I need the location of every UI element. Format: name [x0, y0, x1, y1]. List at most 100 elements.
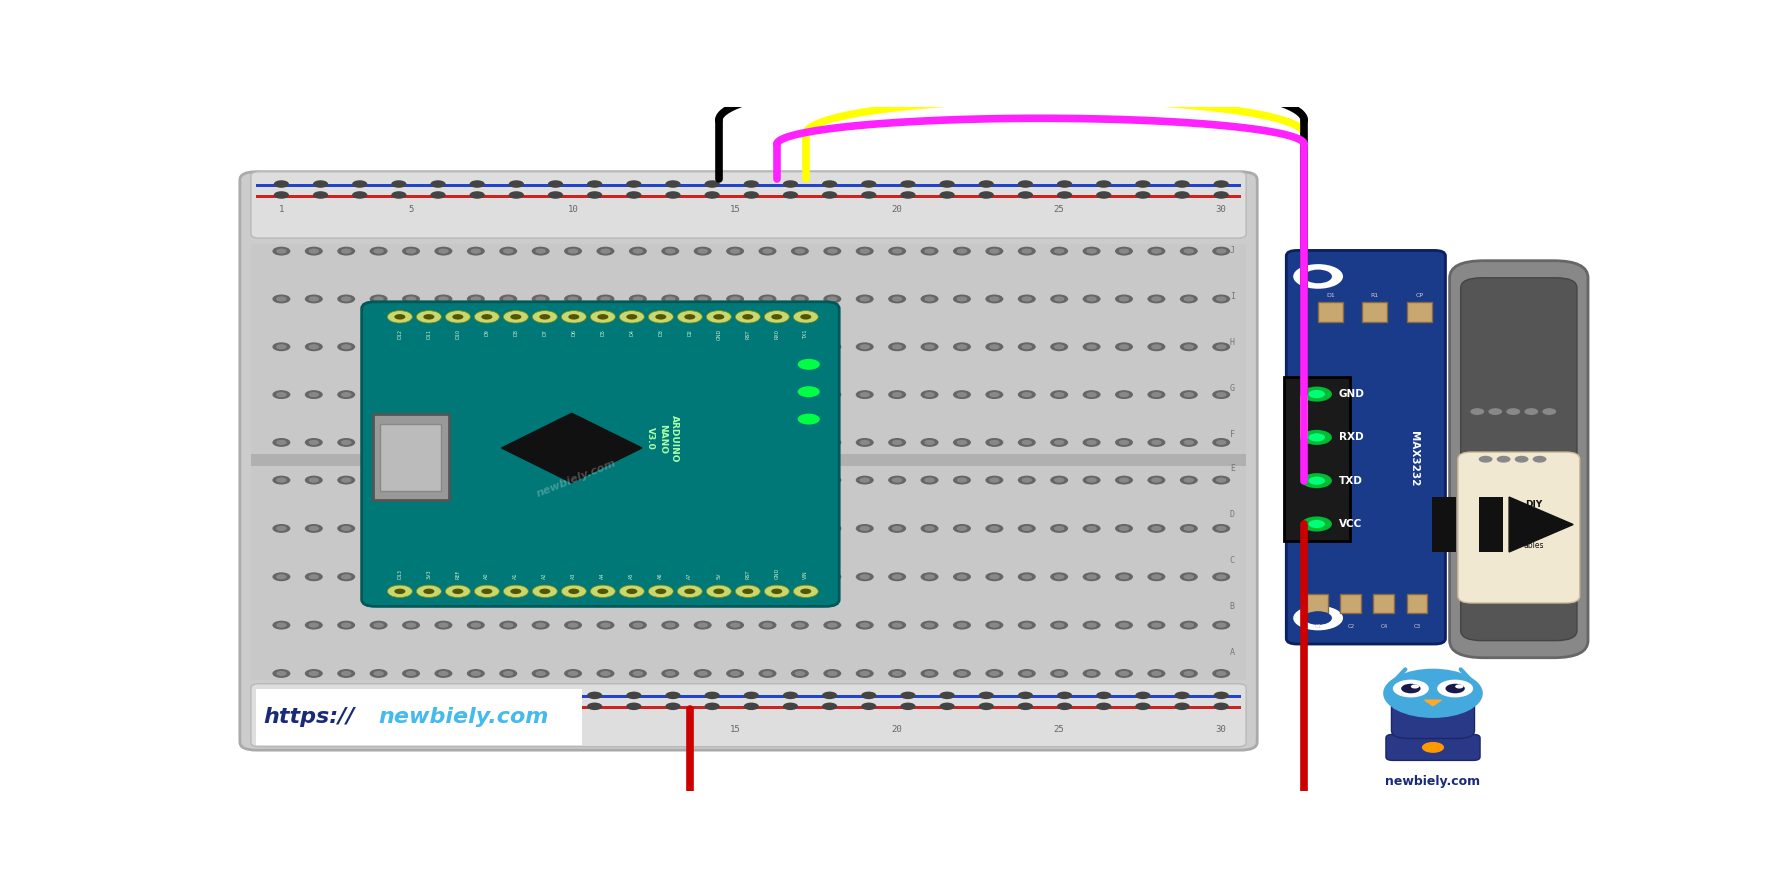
Circle shape: [939, 702, 956, 710]
Circle shape: [1175, 702, 1189, 710]
Circle shape: [920, 294, 939, 303]
Circle shape: [1152, 440, 1161, 445]
Circle shape: [536, 392, 547, 397]
Circle shape: [1086, 249, 1097, 253]
Circle shape: [466, 621, 484, 629]
Circle shape: [470, 440, 480, 445]
Circle shape: [888, 621, 906, 629]
Circle shape: [1022, 574, 1032, 580]
Text: G: G: [1231, 384, 1234, 393]
Text: D1: D1: [1327, 293, 1334, 299]
Circle shape: [341, 525, 352, 531]
Circle shape: [648, 310, 673, 323]
Circle shape: [277, 671, 286, 676]
Circle shape: [500, 621, 518, 629]
Circle shape: [791, 246, 809, 255]
Circle shape: [536, 525, 547, 531]
Circle shape: [341, 440, 352, 445]
Circle shape: [564, 390, 582, 399]
Circle shape: [713, 589, 725, 594]
Text: D12: D12: [396, 329, 402, 339]
Circle shape: [536, 574, 547, 580]
Circle shape: [1309, 520, 1325, 528]
Circle shape: [1213, 524, 1231, 533]
Circle shape: [891, 477, 902, 483]
Circle shape: [629, 390, 647, 399]
Circle shape: [632, 344, 643, 349]
Circle shape: [1213, 669, 1231, 678]
Circle shape: [661, 669, 679, 678]
Circle shape: [795, 477, 805, 483]
Circle shape: [823, 294, 841, 303]
Circle shape: [600, 249, 611, 253]
Circle shape: [305, 669, 323, 678]
Circle shape: [925, 296, 934, 301]
Circle shape: [1086, 671, 1097, 676]
Circle shape: [313, 702, 329, 710]
Text: J: J: [1231, 246, 1234, 255]
Circle shape: [568, 589, 579, 594]
Circle shape: [859, 622, 870, 628]
Circle shape: [1054, 525, 1064, 531]
Circle shape: [727, 390, 745, 399]
Circle shape: [438, 392, 448, 397]
Circle shape: [1086, 525, 1097, 531]
Circle shape: [1532, 456, 1547, 462]
Circle shape: [759, 669, 777, 678]
Circle shape: [568, 477, 579, 483]
Circle shape: [504, 344, 514, 349]
Circle shape: [438, 344, 448, 349]
FancyBboxPatch shape: [361, 301, 839, 606]
Circle shape: [1175, 692, 1189, 699]
Circle shape: [500, 294, 518, 303]
Text: D6: D6: [572, 329, 577, 336]
Circle shape: [305, 438, 323, 447]
Circle shape: [388, 310, 413, 323]
Circle shape: [629, 524, 647, 533]
Circle shape: [504, 296, 514, 301]
Circle shape: [855, 573, 873, 581]
Circle shape: [730, 671, 741, 676]
Circle shape: [954, 621, 972, 629]
Circle shape: [273, 438, 291, 447]
Circle shape: [989, 671, 1000, 676]
Circle shape: [795, 296, 805, 301]
Circle shape: [661, 390, 679, 399]
Circle shape: [434, 342, 452, 351]
Circle shape: [277, 296, 286, 301]
Circle shape: [438, 671, 448, 676]
Circle shape: [434, 573, 452, 581]
Circle shape: [273, 294, 291, 303]
Circle shape: [1147, 390, 1166, 399]
Circle shape: [597, 573, 614, 581]
Circle shape: [763, 440, 773, 445]
Circle shape: [1086, 344, 1097, 349]
Circle shape: [273, 692, 289, 699]
Circle shape: [1184, 477, 1195, 483]
Circle shape: [1309, 433, 1325, 442]
Circle shape: [1184, 344, 1195, 349]
Circle shape: [693, 573, 711, 581]
Circle shape: [697, 296, 707, 301]
Circle shape: [504, 671, 514, 676]
Circle shape: [277, 574, 286, 580]
Circle shape: [305, 390, 323, 399]
Circle shape: [438, 440, 448, 445]
Circle shape: [1216, 249, 1227, 253]
Circle shape: [989, 344, 1000, 349]
Circle shape: [693, 438, 711, 447]
Circle shape: [1054, 249, 1064, 253]
Circle shape: [591, 585, 614, 597]
Circle shape: [370, 390, 388, 399]
Circle shape: [859, 671, 870, 676]
Circle shape: [532, 310, 557, 323]
Circle shape: [1018, 669, 1036, 678]
Circle shape: [402, 342, 420, 351]
Circle shape: [1082, 573, 1100, 581]
Circle shape: [500, 342, 518, 351]
Circle shape: [1018, 476, 1036, 485]
Text: C: C: [1231, 557, 1234, 565]
Circle shape: [405, 477, 416, 483]
Circle shape: [704, 692, 720, 699]
Circle shape: [273, 476, 291, 485]
